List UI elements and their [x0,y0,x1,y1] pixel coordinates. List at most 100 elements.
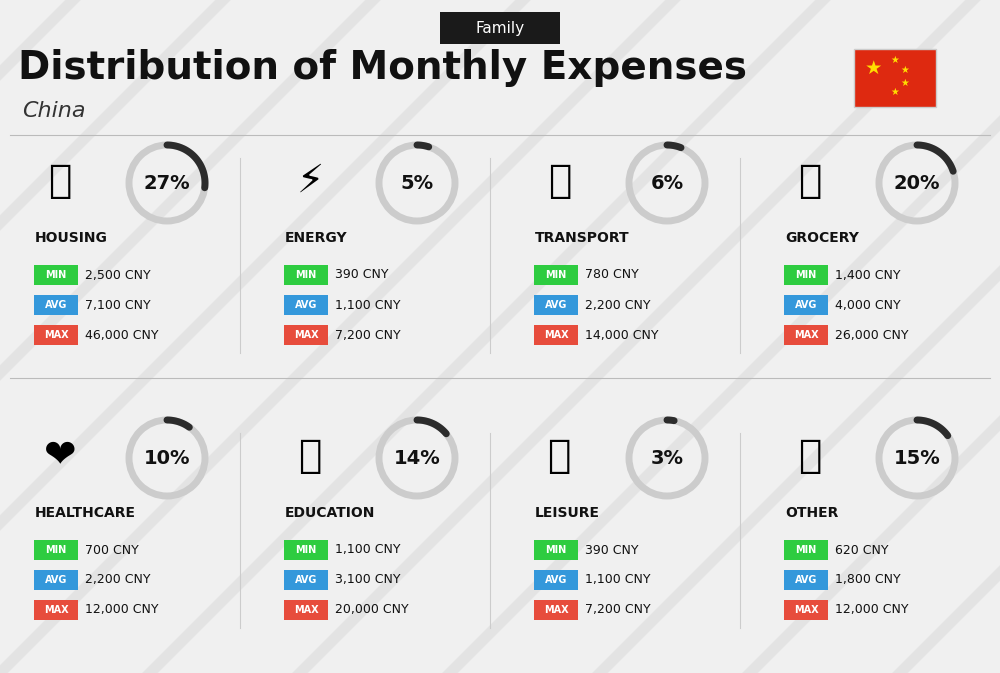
Text: MAX: MAX [294,330,318,340]
Text: GROCERY: GROCERY [785,231,859,245]
Text: 4,000 CNY: 4,000 CNY [835,299,901,312]
Text: MIN: MIN [545,545,567,555]
Text: 3,100 CNY: 3,100 CNY [335,573,400,586]
Text: 3%: 3% [650,448,684,468]
Text: 620 CNY: 620 CNY [835,544,889,557]
Text: 💰: 💰 [798,437,822,475]
FancyBboxPatch shape [34,325,78,345]
Text: 🚌: 🚌 [548,162,572,200]
FancyBboxPatch shape [34,265,78,285]
Text: 🏢: 🏢 [48,162,72,200]
Text: OTHER: OTHER [785,506,838,520]
Text: 6%: 6% [650,174,684,192]
Text: 20,000 CNY: 20,000 CNY [335,604,409,616]
Text: MIN: MIN [795,270,817,280]
Text: 15%: 15% [894,448,940,468]
Text: 26,000 CNY: 26,000 CNY [835,328,908,341]
FancyBboxPatch shape [34,295,78,315]
Text: 14%: 14% [394,448,440,468]
Text: AVG: AVG [45,575,67,585]
Text: MIN: MIN [45,270,67,280]
Text: 12,000 CNY: 12,000 CNY [85,604,158,616]
FancyBboxPatch shape [284,570,328,590]
Text: China: China [22,101,86,121]
Text: ENERGY: ENERGY [285,231,348,245]
Text: AVG: AVG [795,300,817,310]
FancyBboxPatch shape [284,295,328,315]
Text: MAX: MAX [794,605,818,615]
FancyBboxPatch shape [784,540,828,560]
Text: 27%: 27% [144,174,190,192]
Text: ⚡: ⚡ [296,162,324,200]
Text: Distribution of Monthly Expenses: Distribution of Monthly Expenses [18,49,747,87]
FancyBboxPatch shape [784,570,828,590]
Text: AVG: AVG [295,575,317,585]
Text: 1,100 CNY: 1,100 CNY [585,573,650,586]
Text: 14,000 CNY: 14,000 CNY [585,328,658,341]
Text: ❤️: ❤️ [44,437,76,475]
Text: MAX: MAX [44,330,68,340]
FancyBboxPatch shape [534,265,578,285]
Text: MIN: MIN [45,545,67,555]
Text: 🎓: 🎓 [298,437,322,475]
Text: AVG: AVG [545,300,567,310]
FancyBboxPatch shape [784,265,828,285]
Text: MAX: MAX [44,605,68,615]
FancyBboxPatch shape [534,325,578,345]
Text: 1,800 CNY: 1,800 CNY [835,573,901,586]
Text: HOUSING: HOUSING [35,231,108,245]
Text: MAX: MAX [544,605,568,615]
FancyBboxPatch shape [784,325,828,345]
Text: 2,500 CNY: 2,500 CNY [85,269,151,281]
Text: 20%: 20% [894,174,940,192]
FancyBboxPatch shape [784,295,828,315]
Text: MAX: MAX [294,605,318,615]
FancyBboxPatch shape [34,570,78,590]
Text: 5%: 5% [400,174,434,192]
Text: ★: ★ [901,65,909,75]
Text: 1,100 CNY: 1,100 CNY [335,299,400,312]
Text: ★: ★ [901,78,909,88]
Text: MAX: MAX [544,330,568,340]
FancyBboxPatch shape [534,540,578,560]
FancyBboxPatch shape [34,600,78,620]
Text: MIN: MIN [295,545,317,555]
Text: 7,100 CNY: 7,100 CNY [85,299,151,312]
Text: MIN: MIN [795,545,817,555]
Text: 390 CNY: 390 CNY [335,269,388,281]
Text: 700 CNY: 700 CNY [85,544,139,557]
Text: ★: ★ [891,55,899,65]
Text: ★: ★ [891,87,899,97]
FancyBboxPatch shape [284,540,328,560]
Text: 2,200 CNY: 2,200 CNY [585,299,650,312]
FancyBboxPatch shape [854,49,936,107]
Text: 2,200 CNY: 2,200 CNY [85,573,150,586]
Text: 12,000 CNY: 12,000 CNY [835,604,908,616]
Text: TRANSPORT: TRANSPORT [535,231,630,245]
FancyBboxPatch shape [534,570,578,590]
FancyBboxPatch shape [284,265,328,285]
FancyBboxPatch shape [34,540,78,560]
Text: 780 CNY: 780 CNY [585,269,639,281]
Text: LEISURE: LEISURE [535,506,600,520]
Text: EDUCATION: EDUCATION [285,506,375,520]
FancyBboxPatch shape [440,12,560,44]
FancyBboxPatch shape [284,325,328,345]
Text: 7,200 CNY: 7,200 CNY [335,328,401,341]
Text: 1,400 CNY: 1,400 CNY [835,269,900,281]
Text: 🛒: 🛒 [798,162,822,200]
Text: AVG: AVG [45,300,67,310]
Text: Family: Family [475,20,525,36]
FancyBboxPatch shape [534,600,578,620]
Text: 🛍️: 🛍️ [548,437,572,475]
Text: HEALTHCARE: HEALTHCARE [35,506,136,520]
Text: 1,100 CNY: 1,100 CNY [335,544,400,557]
Text: 390 CNY: 390 CNY [585,544,639,557]
Text: 7,200 CNY: 7,200 CNY [585,604,651,616]
Text: AVG: AVG [295,300,317,310]
FancyBboxPatch shape [784,600,828,620]
Text: AVG: AVG [545,575,567,585]
Text: MIN: MIN [545,270,567,280]
Text: ★: ★ [864,59,882,77]
Text: AVG: AVG [795,575,817,585]
